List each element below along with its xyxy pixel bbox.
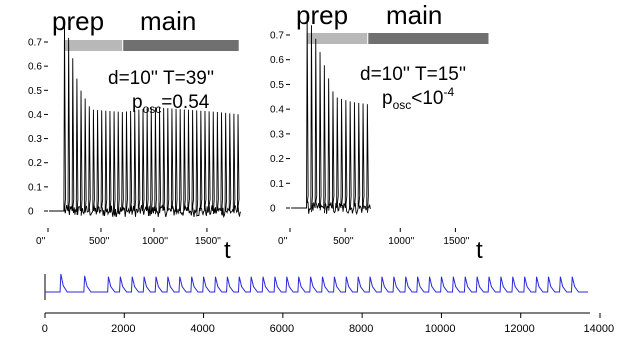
panel-1-ytick-label-4: 0.4 xyxy=(28,110,42,121)
panel-3-axes: 0 2000 4000 6000 8000 10000 12000 14000 xyxy=(42,274,614,335)
panel-2-xtick-label-3: 1500'' xyxy=(443,236,469,247)
panel-2-phase-bar-main xyxy=(368,33,489,44)
panel-1-ytick-label-2: 0.2 xyxy=(28,158,42,169)
panel-1-ytick-label-6: 0.6 xyxy=(28,62,42,73)
panel-2-phase-bar-prep xyxy=(306,33,368,44)
panel-1-phase-prep-label: prep xyxy=(52,6,104,36)
panel-2-ytick-label-2: 0.2 xyxy=(270,154,284,165)
panel-3-xtick-label-4: 8000 xyxy=(349,323,373,335)
panel-1-series xyxy=(49,22,241,219)
panel-2-ytick-label-3: 0.3 xyxy=(270,129,284,140)
panel-2-ytick-label-5: 0.5 xyxy=(270,80,284,91)
panel-2-xtick-label-1: 500'' xyxy=(333,236,354,247)
panel-2-xtick-label-2: 1000'' xyxy=(388,236,414,247)
panel-1: prep main d=10'' T=39'' posc=0.54 t 0 0.1… xyxy=(28,6,241,264)
panel-3-xtick-label-2: 4000 xyxy=(190,323,214,335)
panel-2-axes: 0 0.1 0.2 0.3 0.4 0.5 0.6 0.7 0'' 500'' 1000'' 1500… xyxy=(270,31,470,248)
panel-1-phase-bar-prep xyxy=(63,40,123,51)
panel-2-xlabel: t xyxy=(476,237,483,264)
panel-1-phase-bar-main xyxy=(123,40,239,51)
panel-2-phase-main-label: main xyxy=(386,0,442,30)
panel-2-annotation-p: posc<10-4 xyxy=(382,85,454,112)
panel-3-series xyxy=(45,273,589,293)
panel-3-xtick-label-5: 10000 xyxy=(425,323,456,335)
panel-2-ytick-label-0: 0 xyxy=(270,204,276,215)
panel-1-ytick-label-3: 0.3 xyxy=(28,134,42,145)
panel-1-xtick-label-1: 500'' xyxy=(89,236,110,247)
panel-3: 0 2000 4000 6000 8000 10000 12000 14000 xyxy=(42,273,614,335)
panel-2-phase-bars xyxy=(306,33,489,44)
panel-2-ytick-label-4: 0.4 xyxy=(270,105,284,116)
panel-2-series xyxy=(291,15,371,216)
panel-3-xtick-label-7: 14000 xyxy=(584,323,615,335)
panel-2-series-0-line xyxy=(291,15,371,216)
panel-3-xtick-label-3: 6000 xyxy=(270,323,294,335)
panel-2-xtick-label-0: 0'' xyxy=(278,236,287,247)
panel-1-phase-bars xyxy=(63,40,239,51)
panel-2: prep main d=10'' T=15'' posc<10-4 t 0 0.1… xyxy=(270,0,489,264)
panel-1-annotation-p: posc=0.54 xyxy=(132,92,210,116)
panel-1-xlabel: t xyxy=(224,237,231,264)
panel-3-xtick-label-0: 0 xyxy=(42,323,48,335)
panel-1-xtick-label-3: 1500'' xyxy=(195,236,221,247)
panel-1-xtick-label-0: 0'' xyxy=(36,236,45,247)
panel-2-ytick-label-1: 0.1 xyxy=(270,179,284,190)
panel-1-ytick-label-1: 0.1 xyxy=(28,182,42,193)
panel-1-annotation-line1: d=10'' T=39'' xyxy=(108,68,214,89)
panel-1-xtick-label-2: 1000'' xyxy=(142,236,168,247)
panel-1-phase-main-label: main xyxy=(140,6,196,36)
panel-1-series-0-line xyxy=(49,22,241,219)
panel-2-ytick-label-6: 0.6 xyxy=(270,55,284,66)
panel-3-xtick-label-6: 12000 xyxy=(504,323,535,335)
panel-1-ytick-label-5: 0.5 xyxy=(28,86,42,97)
panel-2-annotation-line1: d=10'' T=15'' xyxy=(360,64,466,85)
panel-1-axes: 0 0.1 0.2 0.3 0.4 0.5 0.6 0.7 0'' 500'' 1000'' 1500… xyxy=(28,38,221,248)
panel-2-phase-prep-label: prep xyxy=(296,0,348,30)
panel-1-ytick-label-7: 0.7 xyxy=(28,38,42,49)
panel-2-ytick-label-7: 0.7 xyxy=(270,31,284,42)
panel-1-ytick-label-0: 0 xyxy=(28,207,34,218)
panel-3-series-0-line xyxy=(45,273,589,293)
panel-3-xtick-label-1: 2000 xyxy=(111,323,135,335)
